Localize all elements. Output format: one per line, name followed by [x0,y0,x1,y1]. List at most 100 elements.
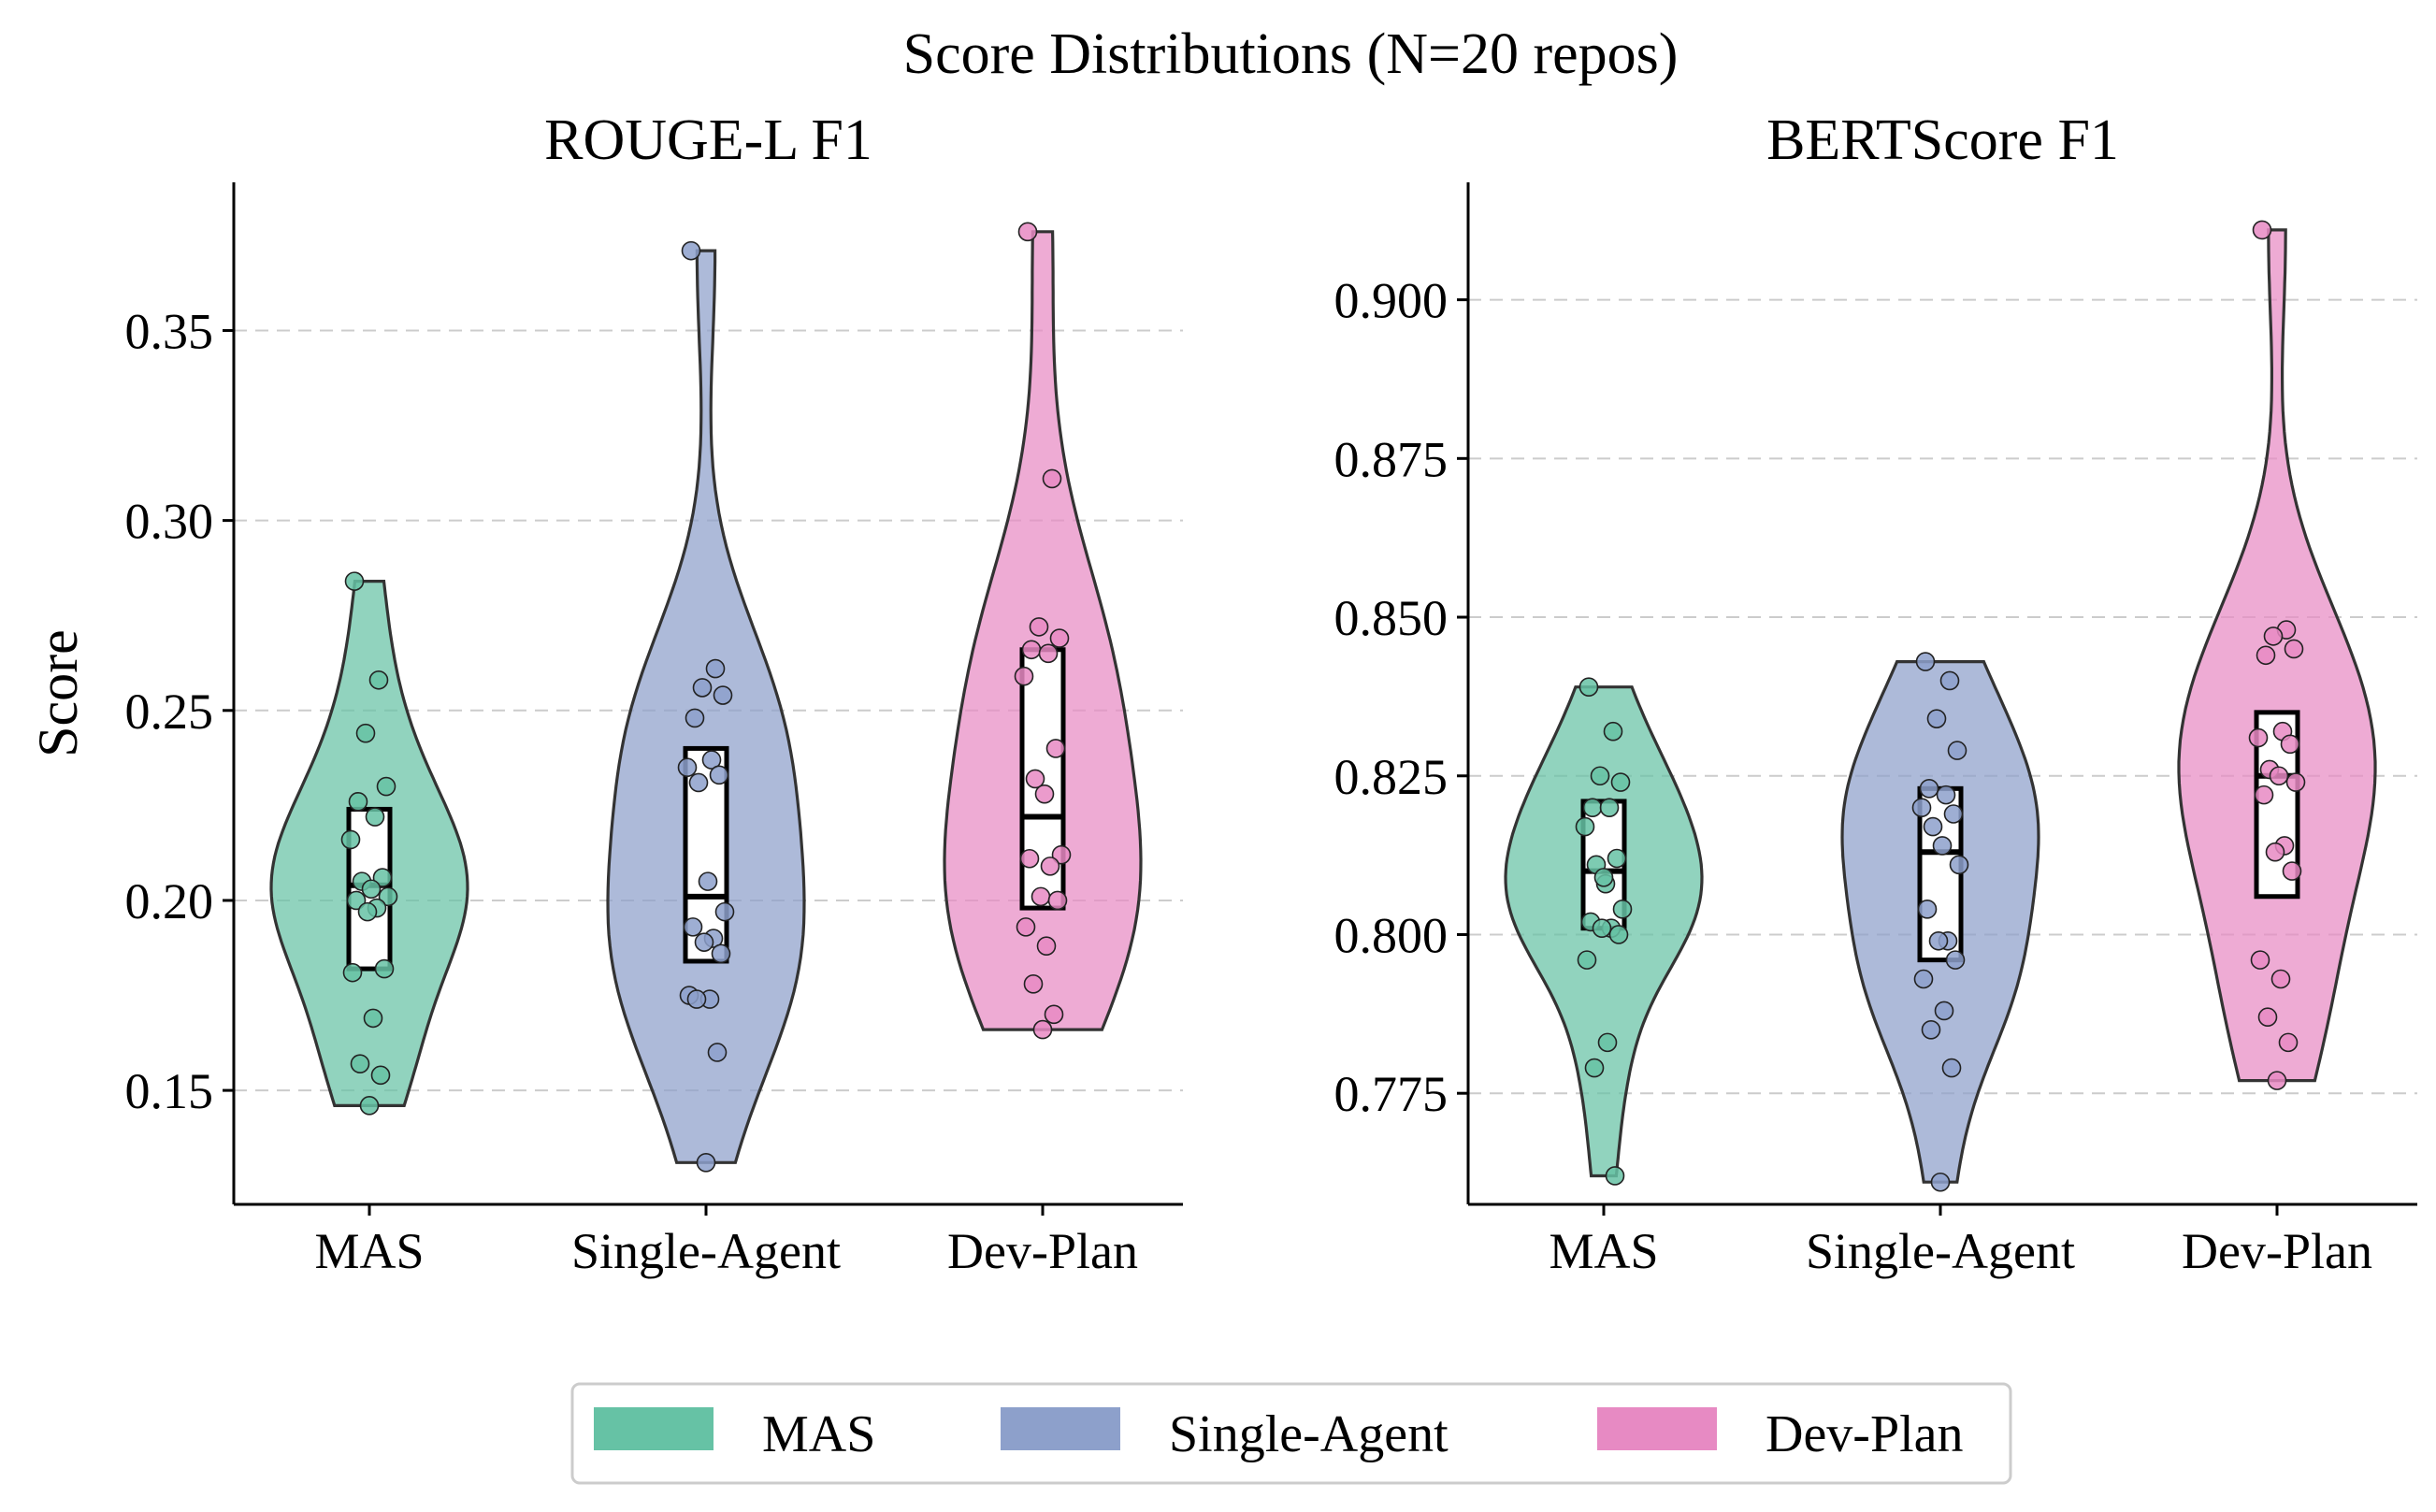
data-point [1036,936,1057,957]
data-point [1605,1166,1625,1186]
data-point [376,776,396,797]
data-point [1045,739,1066,758]
data-point [1038,643,1059,664]
data-point [1919,779,1939,799]
data-point [1593,868,1614,887]
data-point [348,792,368,812]
data-point [1016,917,1036,937]
data-point [363,1008,383,1029]
data-point [1612,900,1633,919]
data-point [1915,652,1936,671]
panel-title: BERTScore F1 [1766,108,2119,172]
data-point [705,658,726,679]
data-point [696,1153,716,1173]
data-point [1575,816,1595,837]
data-point [2256,645,2276,666]
x-tick-label: MAS [314,1223,424,1279]
y-tick-label: 0.25 [125,684,214,740]
data-point [1592,918,1612,938]
data-point [350,1054,370,1073]
data-point [1941,1058,1962,1078]
y-tick-label: 0.875 [1334,431,1449,487]
data-point [694,932,714,952]
data-point [1021,640,1042,660]
data-point [1032,1019,1053,1040]
data-point [1913,969,1934,989]
y-tick-label: 0.35 [125,303,214,359]
data-point [346,890,367,911]
legend-item-dev-plan: Dev-Plan [1597,1405,1964,1463]
series-dev-plan [2177,220,2377,1090]
data-point [1014,666,1034,686]
data-point [372,868,393,887]
y-tick-label: 0.850 [1334,590,1449,646]
series-dev-plan [943,222,1143,1040]
data-point [340,829,361,850]
panel-bertscore-f1: BERTScore F1 0.775 0.800 0.825 0.850 0.875 0.9… [1334,108,2417,1279]
data-point [1031,886,1051,907]
data-point [2270,969,2291,989]
data-point [2278,1032,2299,1053]
data-point [357,901,378,922]
y-tick-label: 0.15 [125,1063,214,1119]
data-point [1945,950,1966,970]
data-point [1047,890,1068,911]
data-point [1577,950,1597,970]
data-point [355,723,376,743]
data-point [1934,1001,1954,1021]
data-point [683,917,703,937]
panel-title: ROUGE-L F1 [544,108,872,172]
x-tick-label: Dev-Plan [2182,1223,2372,1279]
data-point [1939,670,1960,691]
series-mas [269,571,469,1116]
data-point [2269,766,2289,786]
legend: MAS Single-Agent Dev-Plan [570,1382,2012,1485]
data-point [1025,769,1045,789]
data-point [1049,628,1070,648]
data-point [1936,785,1956,805]
data-point [2265,842,2285,862]
y-tick-label: 0.775 [1334,1066,1449,1122]
data-point [361,879,382,900]
data-point [681,240,701,261]
data-point [344,571,365,591]
y-tick-label: 0.800 [1334,907,1449,963]
y-tick-label: 0.20 [125,873,214,929]
data-point [1597,1032,1618,1053]
violin-dev-plan [2177,228,2377,1083]
data-point [1578,677,1599,698]
data-point [1603,721,1623,742]
legend-item-mas: MAS [594,1405,875,1463]
x-tick-label: MAS [1549,1223,1658,1279]
data-point [1932,836,1953,856]
data-point [2250,950,2270,970]
data-point [1582,798,1603,817]
legend-label: Dev-Plan [1766,1405,1964,1463]
data-point [1923,816,1943,837]
data-point [713,685,733,705]
legend-label: MAS [762,1405,875,1463]
data-point [2254,785,2274,805]
series-mas [1504,677,1704,1186]
data-point [2263,626,2284,646]
figure-title: Score Distributions (N=20 repos) [903,22,1679,86]
data-point [374,958,395,979]
data-point [2267,1071,2287,1090]
data-point [359,1096,380,1116]
legend-swatch [594,1407,714,1450]
data-point [677,757,698,778]
data-point [378,886,398,907]
x-tick-label: Single-Agent [571,1223,841,1279]
data-point [1928,930,1949,951]
data-point [1947,741,1968,760]
data-point [707,1043,728,1062]
data-point [1590,766,1610,786]
data-point [1607,848,1627,869]
data-point [2257,1007,2278,1028]
series-single-agent [1840,652,2040,1192]
data-point [1917,900,1938,919]
y-tick-label: 0.825 [1334,749,1449,805]
series-single-agent [606,240,806,1173]
